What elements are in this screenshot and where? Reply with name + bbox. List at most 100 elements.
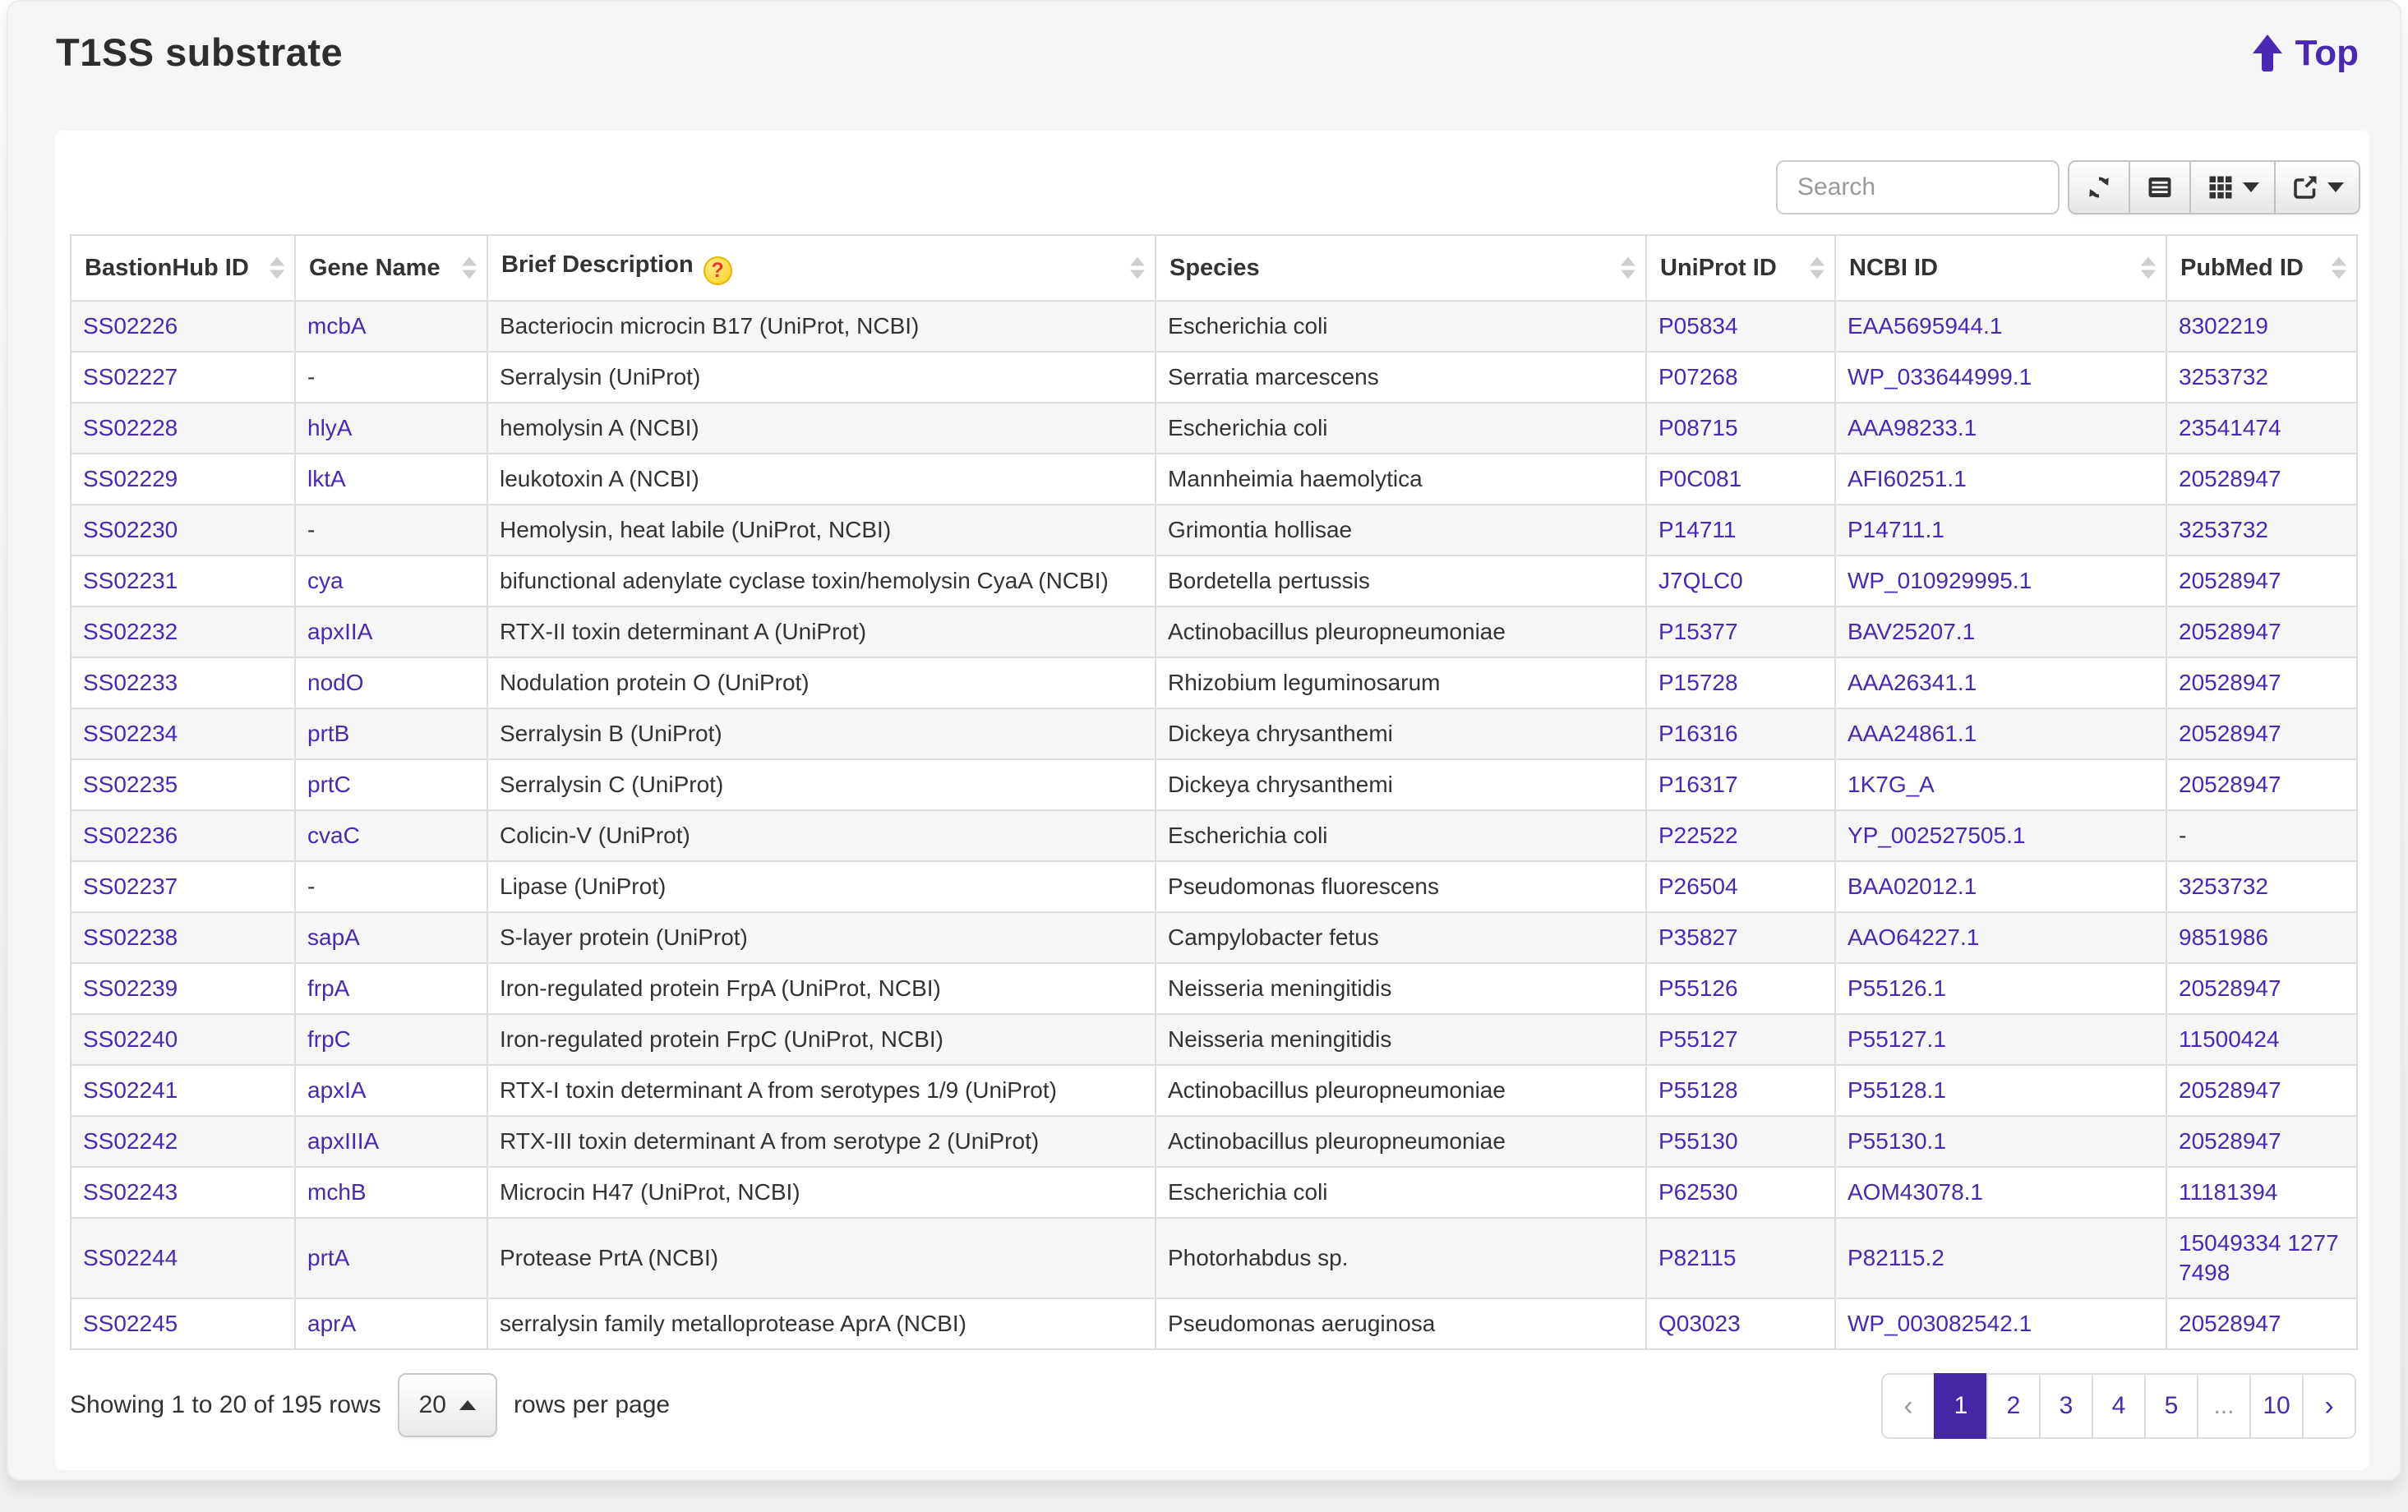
column-header-uniprot[interactable]: UniProt ID (1645, 234, 1836, 302)
sort-carets-icon[interactable] (2141, 256, 2156, 279)
id-link[interactable]: SS02240 (83, 1026, 178, 1052)
uniprot-link[interactable]: P16317 (1658, 772, 1738, 797)
pubmed-link[interactable]: 9851986 (2179, 924, 2269, 950)
id-link[interactable]: SS02226 (83, 313, 178, 339)
column-header-ncbi[interactable]: NCBI ID (1834, 234, 2167, 302)
ncbi-link[interactable]: BAA02012.1 (1848, 874, 1977, 899)
uniprot-link[interactable]: P15728 (1658, 670, 1738, 695)
ncbi-link[interactable]: BAV25207.1 (1848, 619, 1976, 644)
pubmed-link[interactable]: 20528947 (2179, 1311, 2281, 1336)
pubmed-link[interactable]: 20528947 (2179, 1077, 2281, 1103)
ncbi-link[interactable]: AAA98233.1 (1848, 415, 1977, 440)
gene-link[interactable]: apxIIA (307, 619, 373, 644)
ncbi-link[interactable]: AOM43078.1 (1848, 1179, 1983, 1205)
ncbi-link[interactable]: P55130.1 (1848, 1128, 1946, 1154)
page-next-button[interactable]: › (2302, 1373, 2356, 1439)
id-link[interactable]: SS02236 (83, 823, 178, 848)
pubmed-link[interactable]: 20528947 (2179, 975, 2281, 1001)
ncbi-link[interactable]: AFI60251.1 (1848, 466, 1967, 491)
uniprot-link[interactable]: P35827 (1658, 924, 1738, 950)
uniprot-link[interactable]: P08715 (1658, 415, 1738, 440)
pubmed-link[interactable]: 20528947 (2179, 568, 2281, 593)
id-link[interactable]: SS02230 (83, 517, 178, 542)
sort-carets-icon[interactable] (1130, 256, 1145, 279)
id-link[interactable]: SS02238 (83, 924, 178, 950)
pubmed-link[interactable]: 20528947 (2179, 466, 2281, 491)
id-link[interactable]: SS02229 (83, 466, 178, 491)
column-header-species[interactable]: Species (1155, 234, 1647, 302)
id-link[interactable]: SS02228 (83, 415, 178, 440)
page-prev-button[interactable]: ‹ (1881, 1373, 1935, 1439)
ncbi-link[interactable]: AAA26341.1 (1848, 670, 1977, 695)
uniprot-link[interactable]: P0C081 (1658, 466, 1742, 491)
gene-link[interactable]: sapA (307, 924, 360, 950)
id-link[interactable]: SS02227 (83, 364, 178, 390)
uniprot-link[interactable]: P26504 (1658, 874, 1738, 899)
uniprot-link[interactable]: P55127 (1658, 1026, 1738, 1052)
pubmed-link[interactable]: 20528947 (2179, 670, 2281, 695)
gene-link[interactable]: apxIIIA (307, 1128, 380, 1154)
uniprot-link[interactable]: P62530 (1658, 1179, 1738, 1205)
sort-carets-icon[interactable] (270, 256, 284, 279)
id-link[interactable]: SS02237 (83, 874, 178, 899)
columns-button[interactable] (2189, 162, 2274, 213)
ncbi-link[interactable]: EAA5695944.1 (1848, 313, 2003, 339)
uniprot-link[interactable]: P05834 (1658, 313, 1738, 339)
column-header-gene[interactable]: Gene Name (294, 234, 488, 302)
page-4-button[interactable]: 4 (2092, 1373, 2146, 1439)
uniprot-link[interactable]: P15377 (1658, 619, 1738, 644)
gene-link[interactable]: frpC (307, 1026, 351, 1052)
gene-link[interactable]: aprA (307, 1311, 357, 1336)
ncbi-link[interactable]: P55127.1 (1848, 1026, 1946, 1052)
column-header-desc[interactable]: Brief Description? (487, 234, 1156, 302)
ncbi-link[interactable]: AAO64227.1 (1848, 924, 1980, 950)
page-5-button[interactable]: 5 (2144, 1373, 2198, 1439)
ncbi-link[interactable]: AAA24861.1 (1848, 721, 1977, 746)
id-link[interactable]: SS02232 (83, 619, 178, 644)
uniprot-link[interactable]: P16316 (1658, 721, 1738, 746)
page-3-button[interactable]: 3 (2039, 1373, 2093, 1439)
gene-link[interactable]: mchB (307, 1179, 367, 1205)
help-icon[interactable]: ? (703, 256, 732, 285)
gene-link[interactable]: cya (307, 568, 344, 593)
gene-link[interactable]: apxIA (307, 1077, 367, 1103)
export-button[interactable] (2274, 162, 2359, 213)
gene-link[interactable]: hlyA (307, 415, 353, 440)
uniprot-link[interactable]: P82115 (1658, 1245, 1737, 1270)
gene-link[interactable]: prtA (307, 1245, 350, 1270)
ncbi-link[interactable]: YP_002527505.1 (1848, 823, 2026, 848)
id-link[interactable]: SS02231 (83, 568, 178, 593)
ncbi-link[interactable]: WP_003082542.1 (1848, 1311, 2032, 1336)
pubmed-link[interactable]: 11181394 (2179, 1179, 2278, 1205)
uniprot-link[interactable]: P22522 (1658, 823, 1738, 848)
id-link[interactable]: SS02233 (83, 670, 178, 695)
sort-carets-icon[interactable] (1810, 256, 1824, 279)
uniprot-link[interactable]: P07268 (1658, 364, 1738, 390)
column-header-id[interactable]: BastionHub ID (70, 234, 296, 302)
gene-link[interactable]: frpA (307, 975, 350, 1001)
pubmed-link[interactable]: 3253732 (2179, 874, 2269, 899)
ncbi-link[interactable]: P55128.1 (1848, 1077, 1946, 1103)
page-10-button[interactable]: 10 (2249, 1373, 2304, 1439)
uniprot-link[interactable]: P55130 (1658, 1128, 1738, 1154)
id-link[interactable]: SS02242 (83, 1128, 178, 1154)
uniprot-link[interactable]: P14711 (1658, 517, 1737, 542)
sort-carets-icon[interactable] (2332, 256, 2346, 279)
gene-link[interactable]: mcbA (307, 313, 367, 339)
pubmed-link[interactable]: 20528947 (2179, 619, 2281, 644)
ncbi-link[interactable]: P14711.1 (1848, 517, 1944, 542)
ncbi-link[interactable]: WP_033644999.1 (1848, 364, 2032, 390)
page-size-dropdown[interactable]: 20 (397, 1373, 497, 1437)
uniprot-link[interactable]: Q03023 (1658, 1311, 1741, 1336)
id-link[interactable]: SS02241 (83, 1077, 178, 1103)
refresh-button[interactable] (2069, 162, 2129, 213)
page-1-button[interactable]: 1 (1934, 1373, 1988, 1439)
gene-link[interactable]: prtB (307, 721, 350, 746)
ncbi-link[interactable]: P55126.1 (1848, 975, 1946, 1001)
page-2-button[interactable]: 2 (1986, 1373, 2041, 1439)
ncbi-link[interactable]: P82115.2 (1848, 1245, 1944, 1270)
pubmed-link[interactable]: 20528947 (2179, 721, 2281, 746)
uniprot-link[interactable]: J7QLC0 (1658, 568, 1743, 593)
search-input[interactable] (1776, 160, 2060, 214)
sort-carets-icon[interactable] (1621, 256, 1635, 279)
